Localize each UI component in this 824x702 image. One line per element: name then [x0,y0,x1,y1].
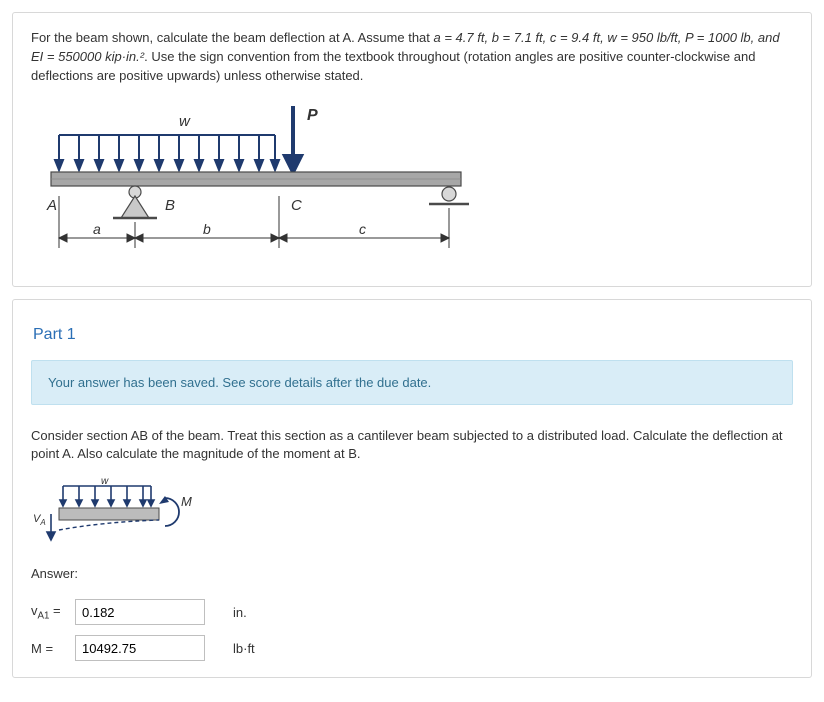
label-a-dim: a [93,221,101,237]
saved-banner: Your answer has been saved. See score de… [31,360,793,405]
input-va1[interactable] [75,599,205,625]
lhs-va1: vA1 = [31,603,75,622]
pin-support-b [113,186,157,218]
answer-label: Answer: [31,566,793,581]
part1-title: Part 1 [31,316,793,348]
label-b-dim: b [203,221,211,237]
cantilever-diagram: w VA M [33,478,193,548]
label-p: P [307,107,318,124]
part1-card: Part 1 Your answer has been saved. See s… [12,299,812,679]
lhs-m: M = [31,641,75,656]
label-c-dim: c [359,221,366,237]
svg-text:VA: VA [33,513,46,527]
question-prefix: For the beam shown, calculate the beam d… [31,30,434,45]
beam-diagram: w P A B C D [31,100,471,270]
answer-row-va1: vA1 = in. [31,599,793,625]
question-text: For the beam shown, calculate the beam d… [31,29,793,86]
input-m[interactable] [75,635,205,661]
roller-support-d [429,187,469,204]
svg-text:M: M [181,494,192,509]
unit-m: lb·ft [233,641,255,656]
label-a-pt: A [46,197,57,214]
label-c-pt: C [291,197,302,214]
svg-text:w: w [101,478,109,487]
label-w: w [179,113,191,130]
answer-row-m: M = lb·ft [31,635,793,661]
part1-instruction: Consider section AB of the beam. Treat t… [31,427,793,465]
unit-va1: in. [233,605,247,620]
label-b-pt: B [165,197,175,214]
question-card: For the beam shown, calculate the beam d… [12,12,812,287]
